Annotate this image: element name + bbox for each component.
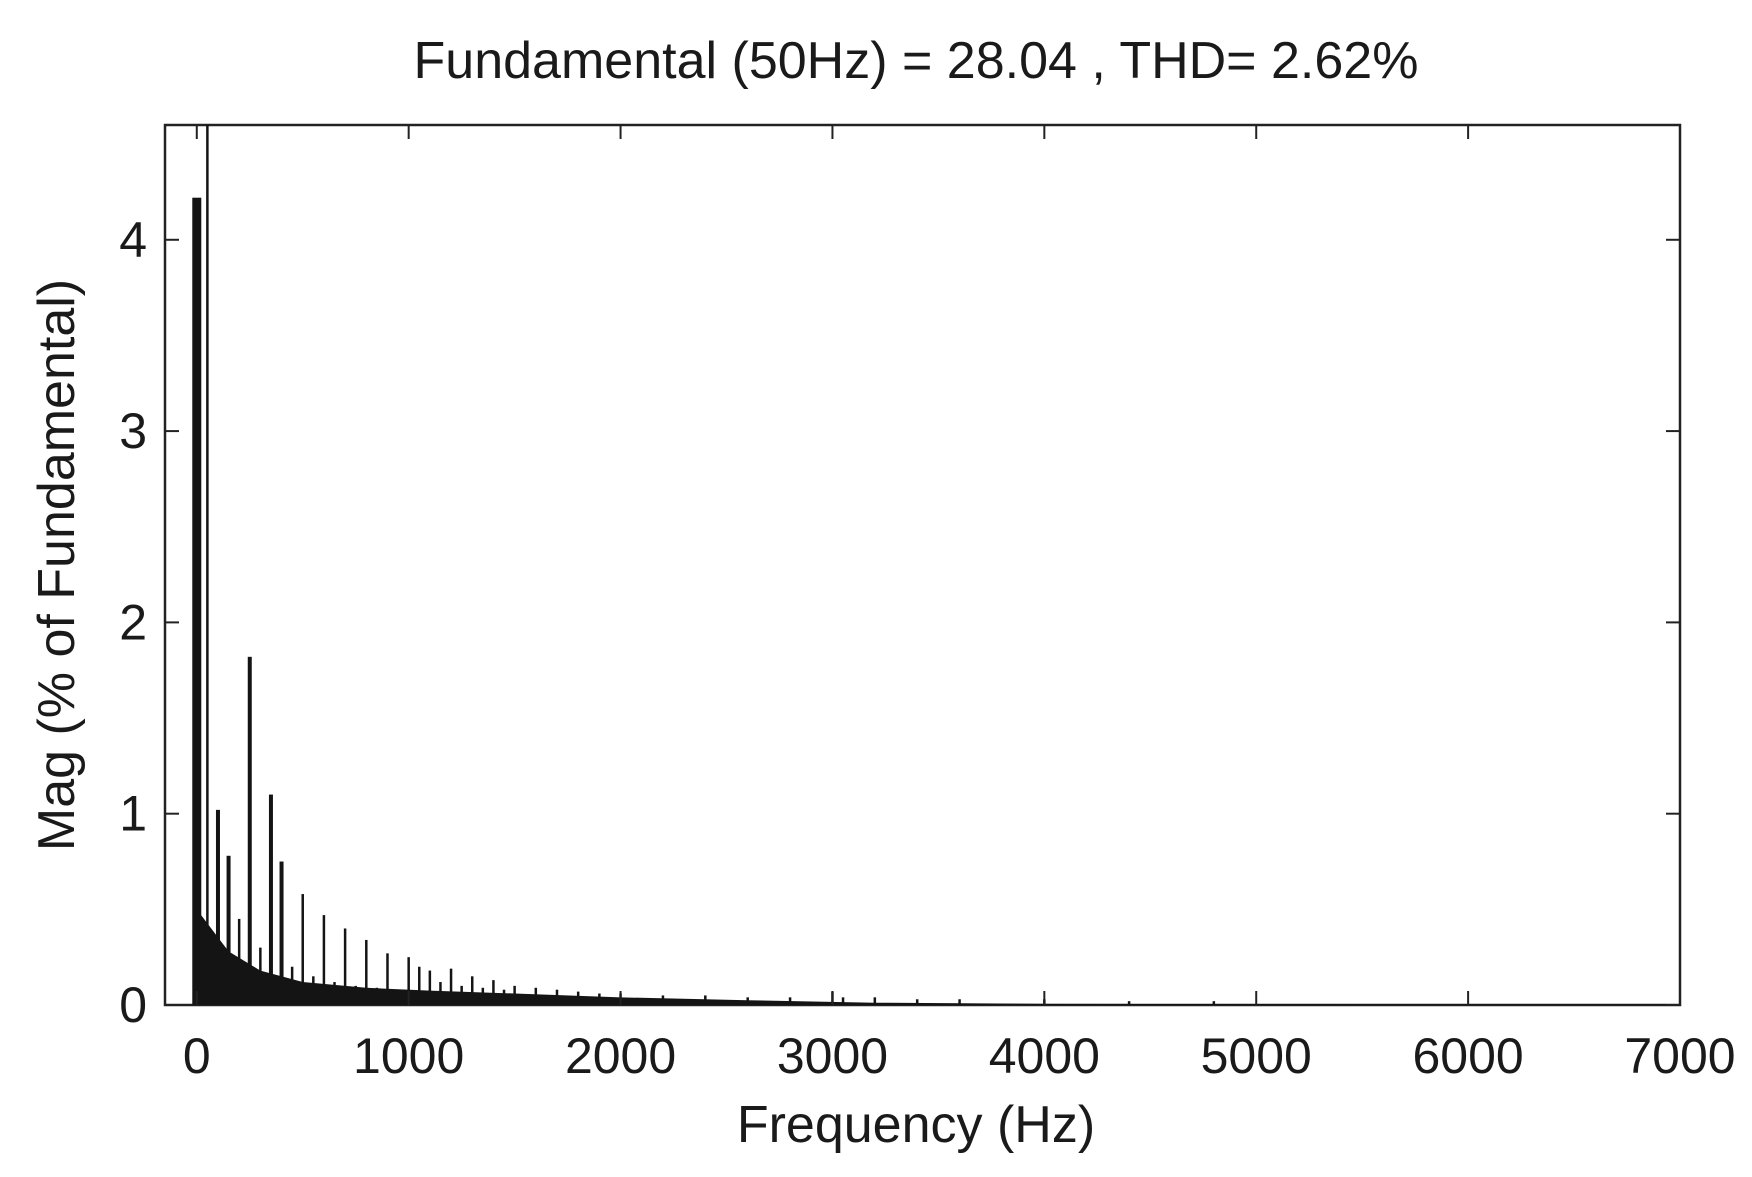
spectrum-bar bbox=[428, 970, 432, 1005]
spectrum-bar bbox=[534, 987, 538, 1005]
spectrum-bar bbox=[958, 999, 961, 1005]
spectrum-bar bbox=[418, 966, 421, 1005]
x-tick-label: 6000 bbox=[1412, 1028, 1523, 1084]
x-tick-label: 2000 bbox=[565, 1028, 676, 1084]
spectrum-bar bbox=[439, 982, 442, 1005]
x-tick-label: 7000 bbox=[1624, 1028, 1735, 1084]
x-tick-label: 5000 bbox=[1201, 1028, 1312, 1084]
x-tick-label: 1000 bbox=[353, 1028, 464, 1084]
spectrum-bar bbox=[513, 985, 516, 1005]
y-tick-label: 2 bbox=[119, 594, 147, 650]
y-axis-label: Mag (% of Fundamental) bbox=[28, 279, 86, 851]
spectrum-bar bbox=[788, 997, 792, 1005]
x-tick-label: 0 bbox=[183, 1028, 211, 1084]
spectrum-bar bbox=[354, 985, 357, 1005]
spectrum-bar bbox=[333, 982, 336, 1005]
spectrum-bar bbox=[290, 966, 294, 1005]
axis-ticks: 0 1000 2000 3000 4000 5000 6000 7000 0 1 2 3 4 bbox=[119, 125, 1736, 1084]
spectrum-bar bbox=[343, 928, 347, 1005]
plot-frame bbox=[163, 123, 1682, 1007]
x-tick-label: 3000 bbox=[777, 1028, 888, 1084]
spectrum-bars bbox=[192, 125, 1681, 1005]
spectrum-bar bbox=[460, 985, 463, 1005]
spectrum-bar bbox=[449, 968, 453, 1005]
spectrum-bar bbox=[915, 999, 919, 1005]
spectrum-bar bbox=[322, 915, 326, 1005]
spectrum-bar bbox=[365, 939, 368, 1005]
spectrum-bar bbox=[386, 953, 389, 1005]
spectrum-bar bbox=[502, 989, 506, 1005]
plot-area bbox=[163, 123, 1682, 1007]
spectrum-bar bbox=[598, 993, 601, 1005]
spectrum-bar bbox=[746, 997, 749, 1005]
spectrum-bar bbox=[312, 976, 315, 1005]
spectrum-bar bbox=[481, 987, 485, 1005]
spectrum-bar bbox=[396, 989, 400, 1005]
x-tick-label: 4000 bbox=[989, 1028, 1100, 1084]
spectrum-bar bbox=[1127, 1001, 1131, 1005]
spectrum-bar bbox=[215, 809, 220, 1005]
spectrum-bar bbox=[226, 855, 231, 1005]
spectrum-bar bbox=[407, 957, 410, 1005]
spectrum-bar bbox=[492, 980, 495, 1005]
spectrum-bar bbox=[576, 991, 580, 1005]
chart-title: Fundamental (50Hz) = 28.04 , THD= 2.62% bbox=[414, 32, 1419, 90]
spectrum-bar bbox=[841, 997, 845, 1005]
spectrum-bar bbox=[301, 894, 304, 1005]
y-tick-label: 4 bbox=[119, 212, 147, 268]
y-tick-label: 3 bbox=[119, 403, 147, 459]
spectrum-bar bbox=[873, 997, 877, 1005]
spectrum-bar bbox=[237, 918, 241, 1005]
spectrum-bar bbox=[375, 987, 379, 1005]
spectrum-bar bbox=[661, 995, 665, 1005]
spectrum-bar bbox=[704, 995, 707, 1005]
spectrum-bar bbox=[470, 976, 474, 1005]
y-tick-label: 0 bbox=[119, 977, 147, 1033]
spectrum-bar bbox=[247, 656, 252, 1005]
spectrum-bar bbox=[555, 989, 559, 1005]
spectrum-bar bbox=[268, 794, 273, 1005]
y-tick-label: 1 bbox=[119, 786, 147, 842]
spectrum-bar bbox=[1212, 1001, 1216, 1005]
spectrum-bar bbox=[259, 947, 262, 1005]
spectrum-bar bbox=[279, 861, 284, 1005]
x-axis-label: Frequency (Hz) bbox=[737, 1096, 1095, 1154]
spectrum-bar bbox=[192, 197, 202, 1005]
